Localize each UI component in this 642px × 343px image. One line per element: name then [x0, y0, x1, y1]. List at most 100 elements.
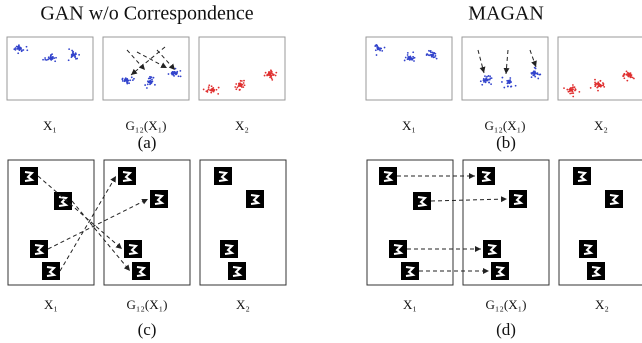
- scatter-dot: [574, 88, 576, 90]
- scatter-dot: [129, 79, 131, 81]
- scatter-dot: [242, 86, 244, 88]
- scatter-dot: [217, 93, 219, 95]
- scatter-dot: [507, 86, 509, 88]
- scatter-dot: [568, 91, 570, 93]
- scatter-dot: [275, 75, 277, 77]
- scatter-dot: [433, 52, 435, 54]
- scatter-dot: [534, 76, 536, 78]
- scatter-dot: [178, 75, 180, 77]
- scatter-dot: [203, 89, 205, 91]
- arrow: [530, 50, 536, 67]
- scatter-dot: [569, 93, 571, 95]
- scatter-dot: [407, 54, 409, 56]
- scatter-dot: [572, 84, 574, 86]
- scatter-dot: [127, 82, 129, 84]
- scatter-dot: [538, 74, 540, 76]
- scatter-dot: [211, 85, 213, 87]
- scatter-dot: [623, 73, 625, 75]
- scatter-dot: [531, 73, 533, 75]
- scatter-dot: [173, 75, 175, 77]
- scatter-dot: [490, 83, 492, 85]
- scatter-dot: [377, 47, 379, 49]
- arrow: [60, 176, 116, 271]
- arrow: [72, 201, 130, 271]
- scatter-dot: [412, 56, 414, 58]
- arrow: [506, 50, 508, 74]
- scatter-dot: [239, 82, 241, 84]
- scatter-dot: [271, 77, 273, 79]
- scatter-dot: [208, 86, 210, 88]
- scatter-dot: [131, 76, 133, 78]
- scatter-dot: [174, 72, 176, 74]
- scatter-dot: [241, 80, 243, 82]
- scatter-dot: [68, 48, 70, 50]
- scatter-dot: [210, 92, 212, 94]
- scatter-dot: [572, 88, 574, 90]
- scatter-dot: [594, 79, 596, 81]
- scatter-dot: [265, 72, 267, 74]
- scatter-dot: [133, 78, 135, 80]
- scatter-dot: [269, 71, 271, 73]
- scatter-dot: [218, 87, 220, 89]
- caption: (c): [138, 320, 157, 339]
- scatter-dot: [632, 77, 634, 79]
- scatter-dot: [234, 86, 236, 88]
- box-label: G₁₂(X₁): [485, 297, 526, 312]
- scatter-dot: [44, 59, 46, 61]
- caption: (d): [496, 320, 516, 339]
- scatter-dot: [50, 57, 52, 59]
- scatter-dot: [486, 76, 488, 78]
- scatter-dot: [216, 89, 218, 91]
- scatter-dot: [213, 89, 215, 91]
- scatter-dot: [128, 82, 130, 84]
- scatter-dot: [175, 68, 177, 70]
- scatter-dot: [208, 84, 210, 86]
- scatter-dot: [603, 86, 605, 88]
- scatter-dot: [509, 77, 511, 79]
- scatter-dot: [148, 78, 150, 80]
- scatter-dot: [502, 77, 504, 79]
- scatter-dot: [44, 57, 46, 59]
- caption: (b): [496, 133, 516, 152]
- scatter-dot: [17, 52, 19, 54]
- box-label: X₁: [403, 297, 417, 312]
- arrow: [127, 50, 145, 70]
- scatter-dot: [483, 78, 485, 80]
- scatter-dot: [412, 51, 414, 53]
- scatter-dot: [26, 46, 28, 48]
- scatter-dot: [405, 57, 407, 59]
- scatter-dot: [267, 74, 269, 76]
- scatter-dot: [515, 85, 517, 87]
- scatter-dot: [153, 77, 155, 79]
- scatter-dot: [435, 55, 437, 57]
- scatter-dot: [240, 85, 242, 87]
- panel-title: MAGAN: [468, 3, 544, 25]
- scatter-dot: [50, 55, 52, 57]
- box-label: X₁: [44, 297, 58, 312]
- scatter-dot: [375, 49, 377, 51]
- scatter-dot: [26, 49, 28, 51]
- scatter-dot: [481, 84, 483, 86]
- scatter-dot: [269, 74, 271, 76]
- arrow: [478, 50, 484, 73]
- scatter-dot: [436, 58, 438, 60]
- arrow: [431, 199, 507, 201]
- box-label: G₁₂(X₁): [126, 297, 167, 312]
- scatter-dot: [13, 48, 15, 50]
- scatter-dot: [144, 84, 146, 86]
- scatter-dot: [590, 87, 592, 89]
- scatter-dot: [533, 72, 535, 74]
- scatter-dot: [72, 54, 74, 56]
- scatter-dot: [21, 50, 23, 52]
- scatter-dot: [622, 75, 624, 77]
- box-label: X₂: [594, 118, 608, 133]
- scatter-dot: [147, 83, 149, 85]
- scatter-dot: [171, 73, 173, 75]
- scatter-dot: [623, 77, 625, 79]
- scatter-dot: [404, 60, 406, 62]
- scatter-dot: [48, 56, 50, 58]
- scatter-dot: [484, 75, 486, 77]
- scatter-dot: [269, 76, 271, 78]
- scatter-dot: [122, 78, 124, 80]
- scatter-dot: [534, 74, 536, 76]
